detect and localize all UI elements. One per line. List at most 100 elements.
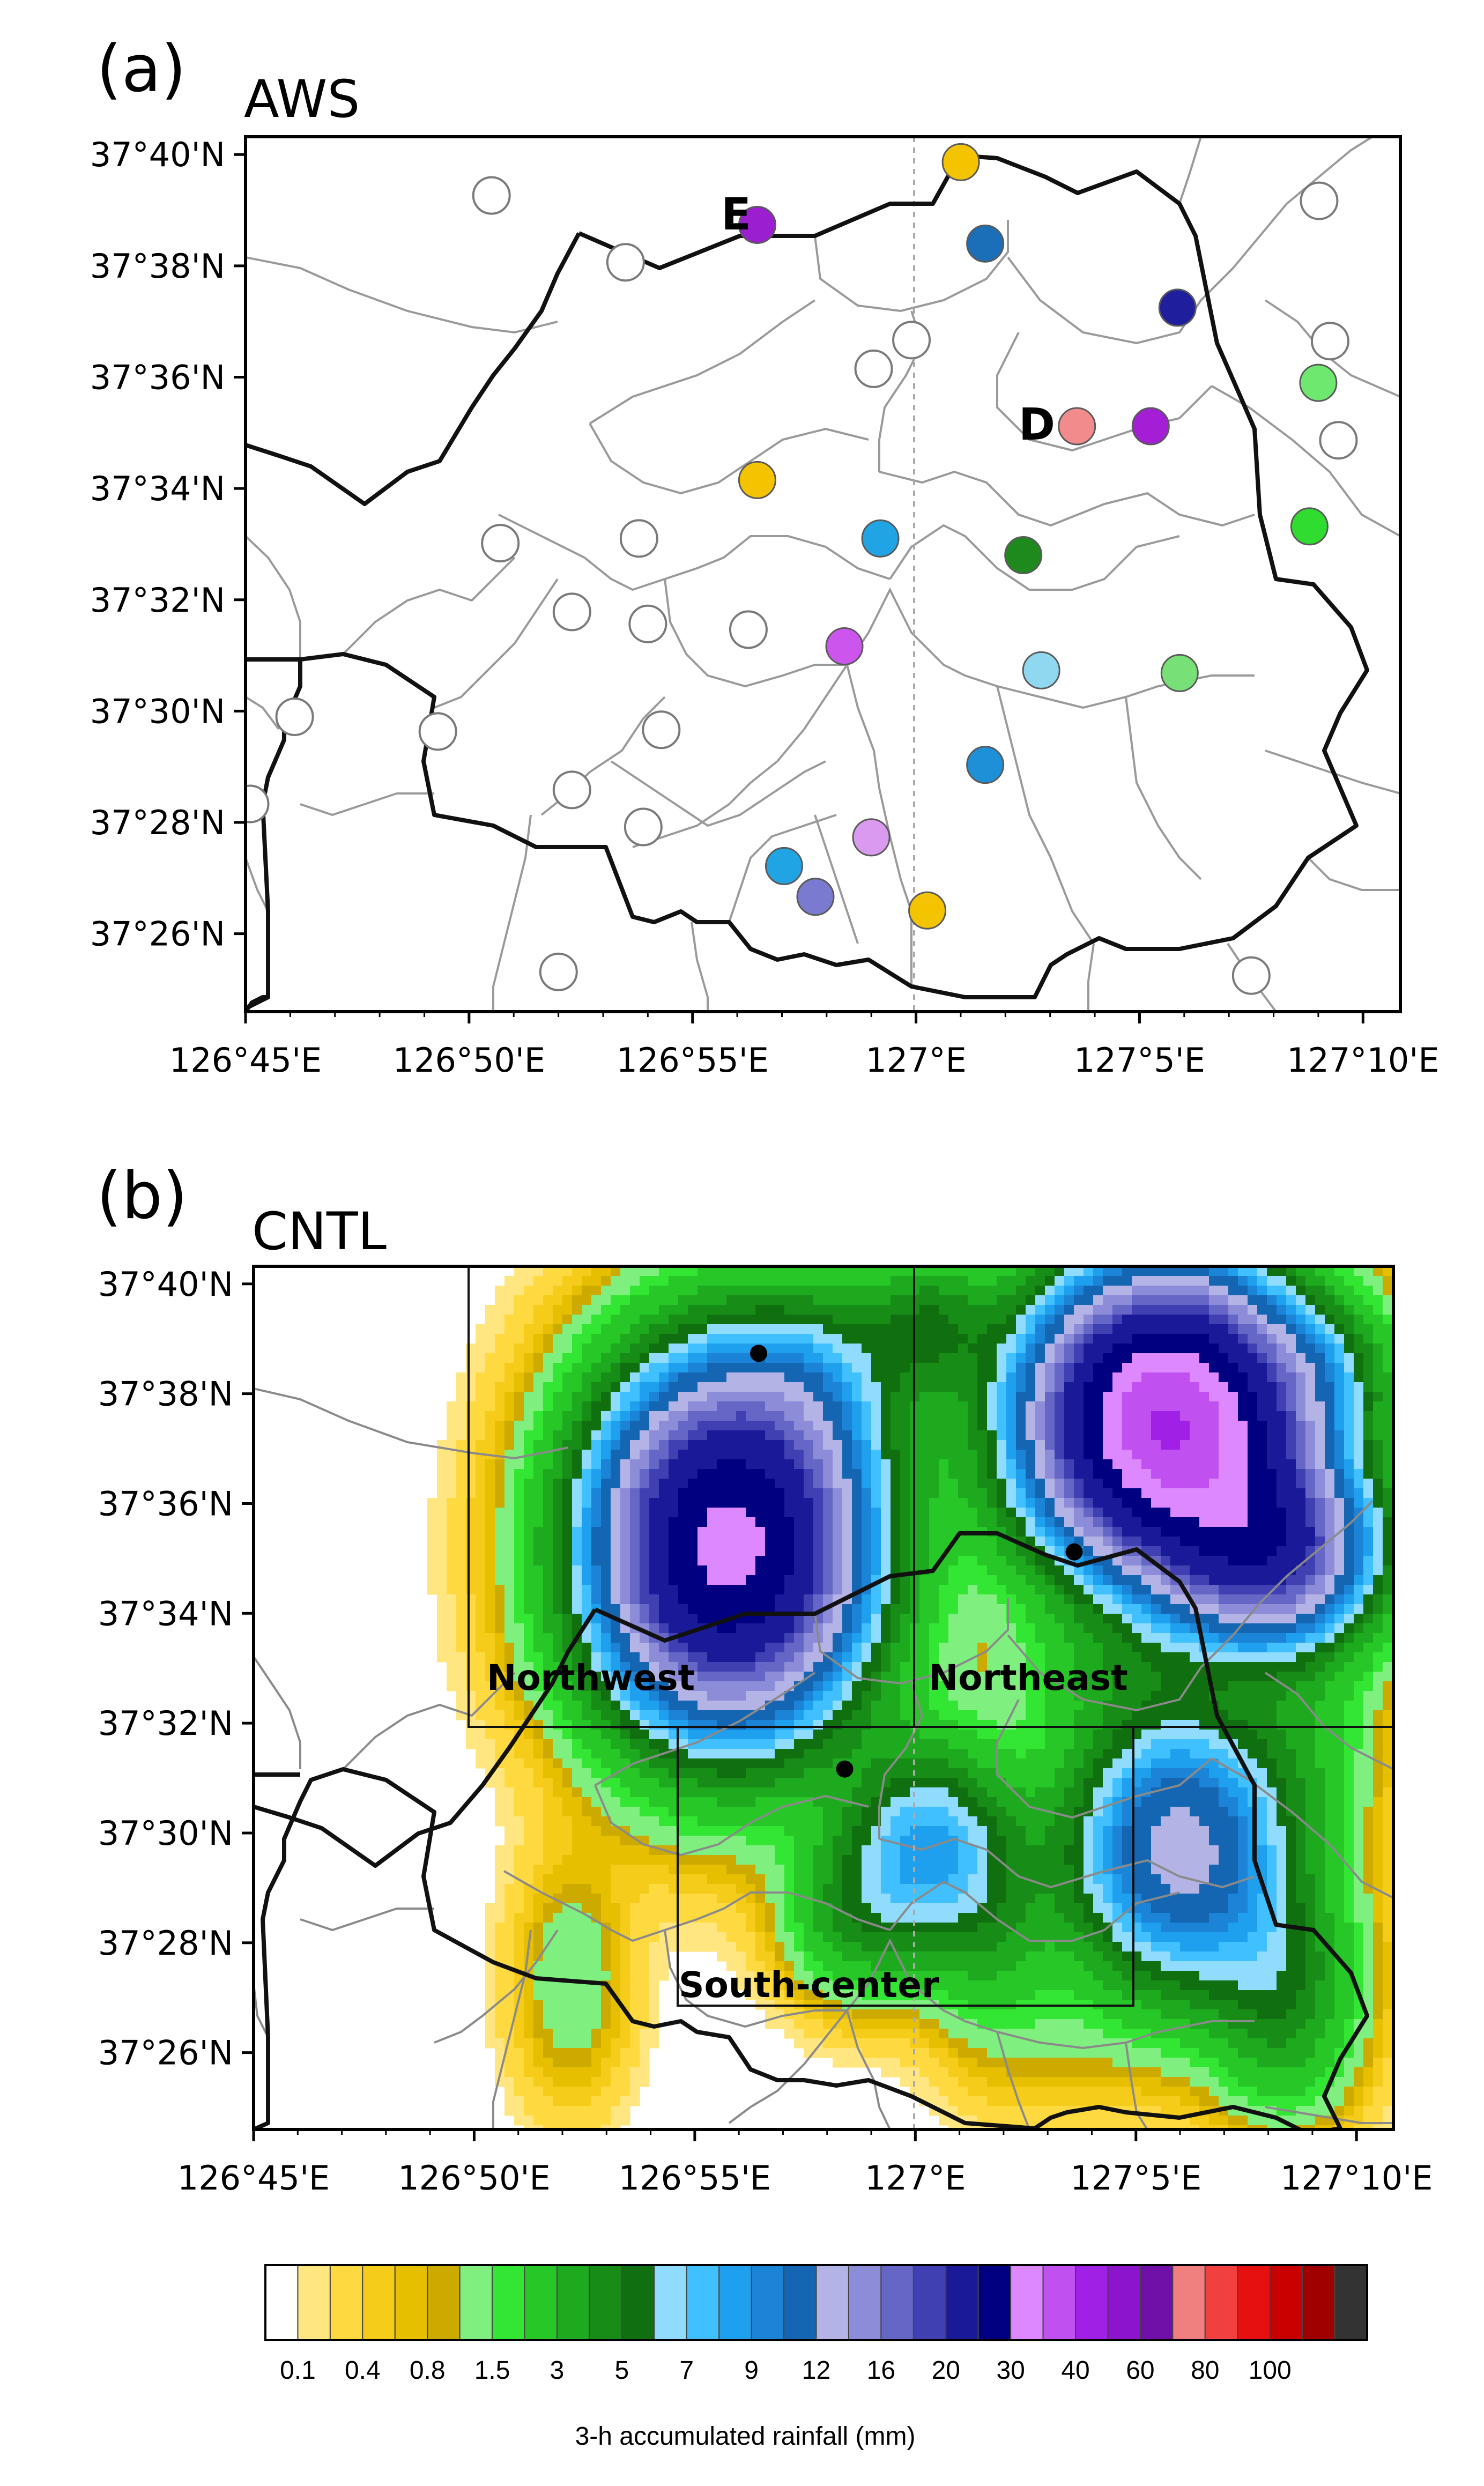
rain-cell: [1016, 1720, 1026, 1730]
rain-cell: [784, 1604, 795, 1614]
rain-cell: [1170, 1488, 1181, 1498]
rain-cell: [1286, 1643, 1296, 1653]
rain-cell: [620, 1691, 630, 1701]
rain-cell: [1344, 1324, 1354, 1334]
rain-cell: [649, 1681, 659, 1691]
rain-cell: [1383, 1701, 1393, 1711]
rain-cell: [1141, 1643, 1152, 1653]
rain-cell: [1055, 1498, 1065, 1508]
rain-cell: [1209, 1334, 1219, 1344]
rain-cell: [1093, 1508, 1103, 1518]
rain-cell: [456, 1672, 466, 1682]
rain-cell: [485, 1508, 495, 1518]
rain-cell: [476, 1508, 486, 1518]
rain-cell: [900, 1546, 910, 1556]
rain-cell: [514, 1411, 524, 1421]
rain-cell: [1354, 1652, 1364, 1663]
rain-cell: [1383, 1556, 1393, 1566]
rain-cell: [1093, 1585, 1103, 1595]
rain-cell: [524, 1421, 534, 1431]
rain-cell: [707, 1498, 717, 1508]
rain-cell: [794, 1710, 804, 1720]
rain-cell: [562, 1614, 573, 1624]
rain-cell: [620, 1730, 630, 1740]
rain-cell: [1151, 1575, 1161, 1585]
rain-cell: [842, 1681, 852, 1691]
rain-cell: [823, 1594, 833, 1605]
rain-cell: [1248, 1527, 1258, 1537]
rain-cell: [1373, 1392, 1383, 1402]
rain-cell: [572, 1730, 582, 1740]
rain-cell: [707, 1286, 717, 1296]
rain-cell: [1363, 1353, 1374, 1363]
rain-cell: [813, 1575, 823, 1585]
rain-cell: [1055, 1382, 1065, 1392]
rain-cell: [862, 1276, 872, 1286]
rain-cell: [823, 1459, 833, 1470]
rain-cell: [1190, 1353, 1200, 1363]
rain-cell: [698, 1633, 708, 1643]
rain-cell: [1228, 1363, 1238, 1373]
rain-cell: [1209, 1720, 1219, 1730]
rain-cell: [1383, 1614, 1393, 1624]
rain-cell: [717, 1334, 727, 1344]
rain-cell: [543, 1633, 553, 1643]
rain-cell: [1238, 1421, 1248, 1431]
rain-cell: [1238, 1382, 1248, 1392]
rain-cell: [977, 1614, 988, 1624]
rain-cell: [1074, 1585, 1084, 1595]
rain-cell: [1383, 1633, 1393, 1643]
rain-cell: [775, 1614, 785, 1624]
rain-cell: [1344, 1720, 1354, 1730]
rain-cell: [1305, 1585, 1316, 1595]
rain-cell: [1006, 1517, 1016, 1527]
rain-cell: [1344, 1594, 1354, 1605]
rain-cell: [1103, 1334, 1113, 1344]
rain-cell: [1238, 1372, 1248, 1383]
rain-cell: [1093, 1344, 1103, 1354]
rain-cell: [881, 1498, 891, 1508]
rain-cell: [948, 1363, 959, 1373]
rain-cell: [958, 1537, 968, 1547]
rain-cell: [698, 1537, 708, 1547]
rain-cell: [1286, 1305, 1296, 1315]
rain-cell: [1383, 1469, 1393, 1479]
rain-cell: [1180, 1517, 1190, 1527]
rain-cell: [611, 1720, 621, 1730]
rain-cell: [1334, 1488, 1345, 1498]
aws-station: [628, 604, 667, 643]
rain-cell: [1228, 1614, 1238, 1624]
rain-cell: [987, 1594, 997, 1605]
rain-cell: [1084, 1498, 1094, 1508]
rain-cell: [813, 1498, 823, 1508]
rain-cell: [804, 1546, 814, 1556]
rain-cell: [939, 1652, 949, 1663]
rain-cell: [1238, 1517, 1248, 1527]
rain-cell: [1296, 1334, 1306, 1344]
rain-cell: [987, 1652, 997, 1663]
rain-cell: [543, 1459, 553, 1470]
rain-cell: [572, 1479, 582, 1489]
rain-cell: [524, 1537, 534, 1547]
rain-cell: [977, 1710, 988, 1720]
rain-cell: [1228, 1276, 1238, 1286]
rain-cell: [1334, 1450, 1345, 1460]
rain-cell: [1093, 1286, 1103, 1296]
rain-cell: [1199, 1450, 1210, 1460]
rain-cell: [833, 1537, 843, 1547]
rain-cell: [1151, 1266, 1161, 1277]
rain-cell: [640, 1527, 650, 1537]
rain-cell: [572, 1459, 582, 1470]
rain-cell: [620, 1334, 630, 1344]
rain-cell: [929, 1527, 939, 1537]
rain-cell: [852, 1537, 862, 1547]
rain-cell: [1112, 1508, 1123, 1518]
rain-cell: [630, 1276, 640, 1286]
rain-cell: [1267, 1652, 1277, 1663]
rain-cell: [1286, 1295, 1296, 1305]
rain-cell: [1103, 1710, 1113, 1720]
rain-cell: [1238, 1672, 1248, 1682]
rain-cell: [794, 1479, 804, 1489]
rain-cell: [456, 1614, 466, 1624]
rain-cell: [591, 1372, 602, 1383]
